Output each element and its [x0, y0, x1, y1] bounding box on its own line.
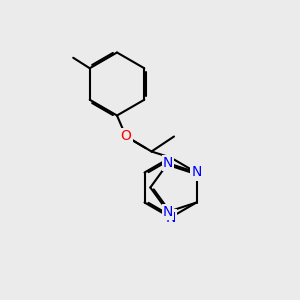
Text: N: N: [163, 156, 173, 170]
Text: N: N: [163, 205, 173, 219]
Text: O: O: [121, 130, 131, 143]
Text: N: N: [165, 211, 176, 224]
Text: N: N: [191, 166, 202, 179]
